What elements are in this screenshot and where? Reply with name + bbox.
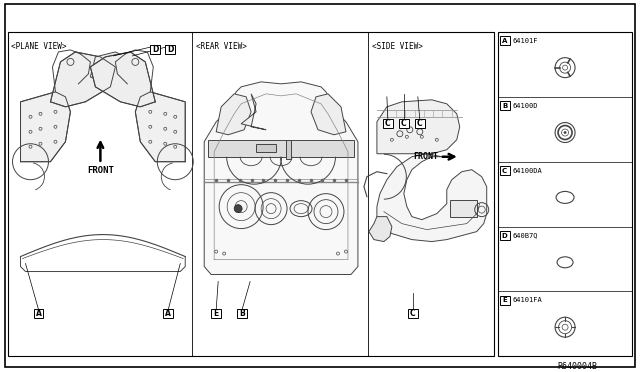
Text: E: E xyxy=(502,298,507,304)
Text: <PLANE VIEW>: <PLANE VIEW> xyxy=(10,42,66,51)
Text: C: C xyxy=(410,309,415,318)
Bar xyxy=(500,36,509,45)
Polygon shape xyxy=(311,94,346,135)
Polygon shape xyxy=(286,140,291,159)
Text: C: C xyxy=(502,168,508,174)
Polygon shape xyxy=(20,92,70,162)
Polygon shape xyxy=(51,52,115,107)
Bar xyxy=(163,309,173,318)
Text: <SIDE VIEW>: <SIDE VIEW> xyxy=(372,42,423,51)
Bar xyxy=(498,32,632,356)
Bar xyxy=(33,309,44,318)
Polygon shape xyxy=(90,52,131,84)
Polygon shape xyxy=(204,82,358,275)
Text: FRONT: FRONT xyxy=(413,152,438,161)
Bar xyxy=(383,119,393,128)
Polygon shape xyxy=(450,200,477,217)
Text: FRONT: FRONT xyxy=(87,166,114,175)
Text: E: E xyxy=(214,309,219,318)
Text: 64101F: 64101F xyxy=(513,38,538,44)
Bar xyxy=(500,101,509,110)
Text: R640004B: R640004B xyxy=(557,362,597,371)
Text: B: B xyxy=(239,309,245,318)
Bar xyxy=(500,166,509,175)
Polygon shape xyxy=(208,140,354,157)
Bar xyxy=(237,309,247,318)
Polygon shape xyxy=(241,94,266,130)
Bar xyxy=(500,296,509,305)
Text: 64101FA: 64101FA xyxy=(513,298,543,304)
Bar xyxy=(399,119,409,128)
Circle shape xyxy=(564,131,566,134)
Polygon shape xyxy=(377,154,486,241)
Polygon shape xyxy=(256,144,276,152)
Text: 640B7Q: 640B7Q xyxy=(513,232,538,238)
Bar xyxy=(165,45,175,54)
Polygon shape xyxy=(90,52,156,107)
Text: A: A xyxy=(165,309,172,318)
Polygon shape xyxy=(135,92,185,162)
Polygon shape xyxy=(377,100,460,154)
Text: D: D xyxy=(502,232,508,238)
Polygon shape xyxy=(216,94,251,135)
Text: <REAR VIEW>: <REAR VIEW> xyxy=(196,42,247,51)
Bar xyxy=(415,119,425,128)
Bar xyxy=(8,32,493,356)
Text: A: A xyxy=(36,309,42,318)
Bar xyxy=(150,45,160,54)
Bar xyxy=(500,231,509,240)
Bar xyxy=(211,309,221,318)
Text: C: C xyxy=(417,119,422,128)
Text: D: D xyxy=(167,45,173,54)
Text: D: D xyxy=(152,45,159,54)
Polygon shape xyxy=(369,217,392,241)
Text: 64100D: 64100D xyxy=(513,103,538,109)
Text: C: C xyxy=(385,119,390,128)
Text: 64100DA: 64100DA xyxy=(513,168,543,174)
Bar xyxy=(408,309,418,318)
Circle shape xyxy=(234,205,242,213)
Text: B: B xyxy=(502,103,508,109)
Text: C: C xyxy=(401,119,406,128)
Text: A: A xyxy=(502,38,508,44)
